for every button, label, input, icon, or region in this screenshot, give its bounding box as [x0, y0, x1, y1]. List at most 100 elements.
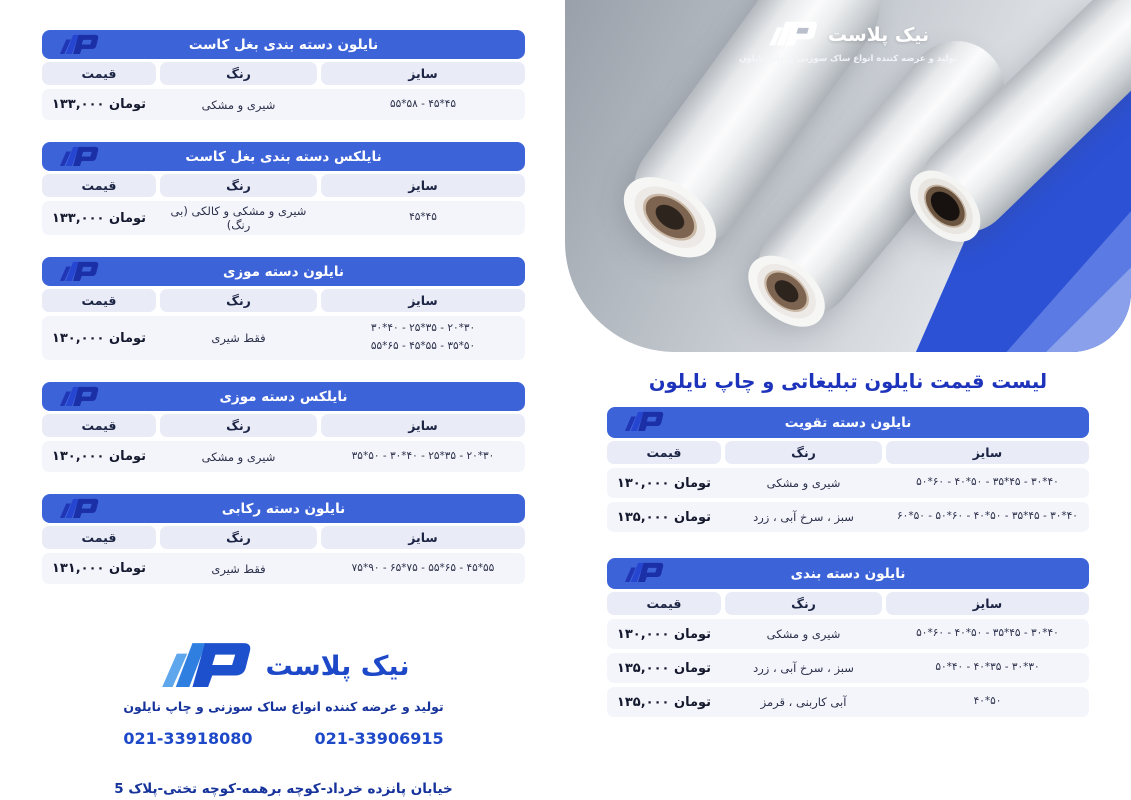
size-cell: ۶۰*۵۰ - ۵۰*۶۰ - ۴۰*۵۰ - ۳۵*۴۵ - ۳۰*۴۰ [897, 510, 1078, 523]
column-header-size: سایز [321, 414, 525, 437]
size-cell: ۵۰*۶۰ - ۴۰*۵۰ - ۳۵*۴۵ - ۳۰*۴۰ [916, 627, 1059, 640]
table-row: ۷۵*۹۰ - ۶۵*۷۵ - ۵۵*۶۵ - ۴۵*۵۵ فقط شیری ۱… [42, 553, 525, 584]
size-cell: ۳۵*۵۰ - ۳۰*۴۰ - ۲۵*۳۵ - ۲۰*۳۰ [351, 449, 495, 462]
np-logo-icon [623, 411, 665, 435]
column-headers: سایز رنگ قیمت [42, 414, 525, 437]
color-cell: سبز ، سرخ آبی ، زرد [753, 661, 854, 675]
left-tables-column: نایلون دسته بندی بغل کاست سایز رنگ قیمت … [42, 30, 525, 800]
color-cell: شیری و مشکی [201, 97, 276, 112]
size-cell: ۵۰*۴۰ - ۴۰*۳۵ - ۳۰*۳۰ [935, 661, 1040, 674]
color-cell: شیری و مشکی و کالکی (بی رنگ) [170, 204, 307, 232]
price-cell: ۱۳۰,۰۰۰ تومان [51, 330, 147, 346]
size-line-1: ۳۰*۴۰ - ۲۵*۳۵ - ۲۰*۳۰ [370, 322, 476, 335]
phone-number-2: 021-33906915 [314, 729, 444, 748]
table-row: ۳۵*۵۰ - ۳۰*۴۰ - ۲۵*۳۵ - ۲۰*۳۰ شیری و مشک… [42, 441, 525, 472]
brand-name: نیک پلاست [827, 24, 930, 46]
right-tables-group: نایلون دسته تقویت سایز رنگ قیمت ۵۰*۶۰ - … [607, 407, 1089, 717]
column-header-price: قیمت [42, 289, 156, 312]
phone-numbers: 021-33918080 021-33906915 [123, 729, 443, 748]
size-cell: ۷۵*۹۰ - ۶۵*۷۵ - ۵۵*۶۵ - ۴۵*۵۵ [351, 561, 495, 574]
table-title: نایلون دسته تقویت [784, 414, 912, 431]
size-cell: ۴۰*۵۰ [973, 695, 1002, 708]
table-row: ۵۵*۵۸ - ۴۵*۴۵ شیری و مشکی ۱۳۳,۰۰۰ تومان [42, 89, 525, 120]
table-title: نایلکس دسته موزی [219, 388, 348, 405]
table-title: نایلکس دسته بندی بغل کاست [185, 148, 382, 165]
column-header-color: رنگ [725, 592, 882, 615]
table-nylon-daste-bandi: نایلون دسته بندی سایز رنگ قیمت ۵۰*۶۰ - ۴… [607, 558, 1089, 717]
column-header-size: سایز [321, 526, 525, 549]
table-title: نایلون دسته بندی بغل کاست [188, 36, 379, 53]
color-cell: شیری و مشکی [766, 627, 841, 641]
table-row: ۵۰*۴۰ - ۴۰*۳۵ - ۳۰*۳۰ سبز ، سرخ آبی ، زر… [607, 653, 1089, 683]
column-header-price: قیمت [42, 526, 156, 549]
column-header-color: رنگ [725, 441, 882, 464]
table-row: ۶۰*۵۰ - ۵۰*۶۰ - ۴۰*۵۰ - ۳۵*۴۵ - ۳۰*۴۰ سب… [607, 502, 1089, 532]
table-nylex-daste-mozi: نایلکس دسته موزی سایز رنگ قیمت ۳۵*۵۰ - ۳… [42, 382, 525, 472]
color-cell: سبز ، سرخ آبی ، زرد [753, 510, 854, 524]
brand-name: نیک پلاست [265, 650, 410, 682]
column-header-price: قیمت [42, 62, 156, 85]
column-headers: سایز رنگ قیمت [42, 526, 525, 549]
color-cell: آبی کاربنی ، قرمز [760, 695, 847, 709]
column-header-price: قیمت [607, 592, 721, 615]
np-logo-icon [58, 386, 100, 410]
price-cell: ۱۳۵,۰۰۰ تومان [616, 509, 712, 525]
right-column: نیک پلاست تولید و عرضه کننده انواع ساک س… [565, 0, 1131, 800]
color-cell: فقط شیری [211, 331, 266, 345]
page-title: لیست قیمت نایلون تبلیغاتی و چاپ نایلون [648, 370, 1048, 393]
price-cell: ۱۳۰,۰۰۰ تومان [616, 475, 712, 491]
brand-logo-row: نیک پلاست [158, 640, 410, 692]
table-header-bar: نایلکس دسته بندی بغل کاست [42, 142, 525, 171]
np-logo-icon [58, 34, 100, 58]
price-cell: ۱۳۳,۰۰۰ تومان [51, 210, 147, 226]
column-header-size: سایز [321, 289, 525, 312]
table-title: نایلون دسته موزی [223, 263, 344, 280]
address-line: خیابان پانزده خرداد-کوچه برهمه-کوچه تختی… [114, 781, 453, 797]
column-header-color: رنگ [160, 414, 317, 437]
np-logo-icon [58, 146, 100, 170]
table-nylex-baghal-cassette: نایلکس دسته بندی بغل کاست سایز رنگ قیمت … [42, 142, 525, 235]
column-headers: سایز رنگ قیمت [42, 174, 525, 197]
color-cell: فقط شیری [211, 561, 266, 576]
phone-number-1: 021-33918080 [123, 729, 253, 748]
column-header-color: رنگ [160, 174, 317, 197]
np-logo-icon [58, 498, 100, 522]
brand-block: نیک پلاست تولید و عرضه کننده انواع ساک س… [42, 640, 525, 800]
table-header-bar: نایلون دسته تقویت [607, 407, 1089, 438]
table-nylon-daste-taghviat: نایلون دسته تقویت سایز رنگ قیمت ۵۰*۶۰ - … [607, 407, 1089, 532]
price-cell: ۱۳۰,۰۰۰ تومان [616, 626, 712, 642]
np-logo-icon [767, 20, 819, 50]
size-cell: ۵۰*۶۰ - ۴۰*۵۰ - ۳۵*۴۵ - ۳۰*۴۰ [916, 476, 1059, 489]
table-header-bar: نایلون دسته رکابی [42, 494, 525, 523]
table-header-bar: نایلکس دسته موزی [42, 382, 525, 411]
table-nylon-baghal-cassette: نایلون دسته بندی بغل کاست سایز رنگ قیمت … [42, 30, 525, 120]
np-logo-icon [158, 640, 254, 692]
column-header-color: رنگ [160, 526, 317, 549]
price-cell: ۱۳۱,۰۰۰ تومان [51, 561, 147, 576]
column-headers: سایز رنگ قیمت [607, 592, 1089, 615]
table-header-bar: نایلون دسته موزی [42, 257, 525, 286]
size-cell: ۳۰*۴۰ - ۲۵*۳۵ - ۲۰*۳۰ ۵۵*۶۵ - ۴۵*۵۵ - ۳۵… [321, 320, 525, 356]
np-logo-icon [623, 562, 665, 586]
column-headers: سایز رنگ قیمت [42, 289, 525, 312]
price-cell: ۱۳۳,۰۰۰ تومان [51, 97, 147, 112]
table-nylon-daste-mozi: نایلون دسته موزی سایز رنگ قیمت ۳۰*۴۰ - ۲… [42, 257, 525, 360]
column-header-size: سایز [886, 592, 1089, 615]
column-header-size: سایز [321, 174, 525, 197]
column-header-size: سایز [886, 441, 1089, 464]
np-logo-icon [58, 261, 100, 285]
size-line-2: ۵۵*۶۵ - ۴۵*۵۵ - ۳۵*۵۰ [370, 340, 476, 352]
column-header-color: رنگ [160, 289, 317, 312]
table-title: نایلون دسته بندی [790, 565, 906, 582]
column-header-size: سایز [321, 62, 525, 85]
column-header-color: رنگ [160, 62, 317, 85]
table-nylon-daste-rakabi: نایلون دسته رکابی سایز رنگ قیمت ۷۵*۹۰ - … [42, 494, 525, 584]
price-cell: ۱۳۵,۰۰۰ تومان [616, 660, 712, 676]
table-title: نایلون دسته رکابی [221, 500, 346, 517]
price-cell: ۱۳۰,۰۰۰ تومان [51, 449, 147, 464]
table-row: ۵۰*۶۰ - ۴۰*۵۰ - ۳۵*۴۵ - ۳۰*۴۰ شیری و مشک… [607, 468, 1089, 498]
size-cell: ۴۵*۴۵ [409, 211, 437, 224]
table-row: ۴۵*۴۵ شیری و مشکی و کالکی (بی رنگ) ۱۳۳,۰… [42, 201, 525, 235]
table-row: ۳۰*۴۰ - ۲۵*۳۵ - ۲۰*۳۰ ۵۵*۶۵ - ۴۵*۵۵ - ۳۵… [42, 316, 525, 360]
column-headers: سایز رنگ قیمت [607, 441, 1089, 464]
